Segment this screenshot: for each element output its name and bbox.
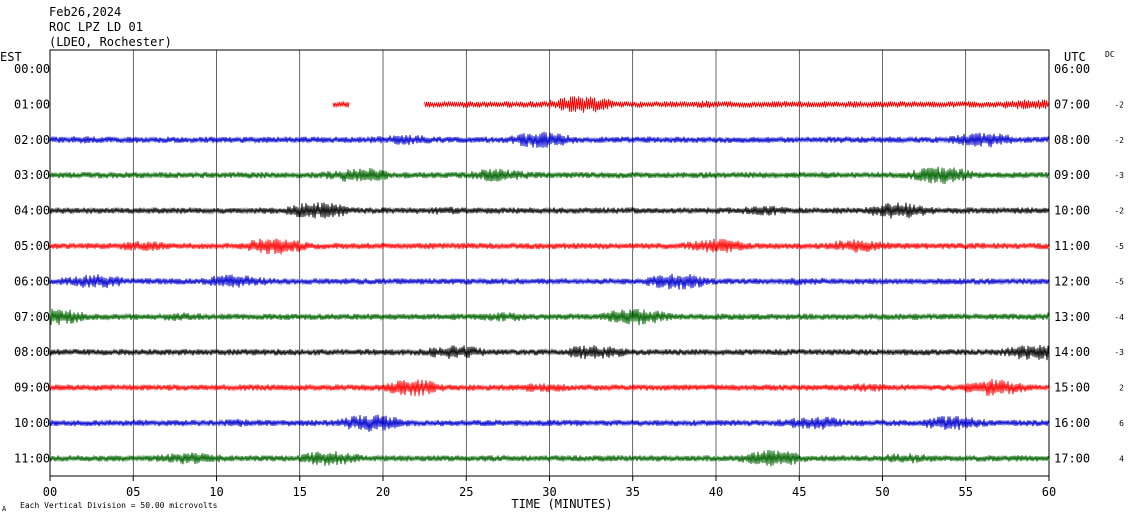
est-hour-label: 11:00 — [14, 451, 50, 465]
dc-offset-label: -2 — [1114, 100, 1124, 109]
date-label: Feb26,2024 — [49, 5, 121, 19]
utc-hour-label: 09:00 — [1054, 168, 1090, 182]
x-tick-label: 60 — [1042, 485, 1056, 499]
x-tick-label: 50 — [875, 485, 889, 499]
seismic-trace — [49, 131, 1050, 148]
utc-hour-label: 17:00 — [1054, 451, 1090, 465]
utc-hour-label: 06:00 — [1054, 62, 1090, 76]
x-tick-label: 25 — [459, 485, 473, 499]
dc-offset-label: 6 — [1119, 419, 1124, 428]
seismic-trace — [49, 273, 1050, 290]
x-tick-label: 30 — [542, 485, 556, 499]
utc-hour-label: 12:00 — [1054, 274, 1090, 288]
utc-hour-label: 15:00 — [1054, 381, 1090, 395]
est-hour-label: 09:00 — [14, 381, 50, 395]
seismic-trace — [49, 238, 1050, 255]
station-label: ROC LPZ LD 01 — [49, 20, 143, 34]
seismic-trace — [49, 344, 1050, 361]
est-hour-label: 02:00 — [14, 133, 50, 147]
dc-offset-label: -4 — [1114, 313, 1124, 322]
est-hour-label: 05:00 — [14, 239, 50, 253]
dc-offset-label: 2 — [1119, 384, 1124, 393]
est-zone-label: EST — [0, 50, 22, 64]
seismic-trace — [49, 414, 1050, 432]
utc-hour-label: 16:00 — [1054, 416, 1090, 430]
utc-hour-label: 10:00 — [1054, 204, 1090, 218]
traces-group — [49, 96, 1050, 467]
x-tick-label: 05 — [126, 485, 140, 499]
est-hour-label: 07:00 — [14, 310, 50, 324]
dc-offset-label: 4 — [1119, 454, 1124, 463]
utc-hour-label: 11:00 — [1054, 239, 1090, 253]
seismic-trace — [49, 166, 1050, 185]
utc-hour-label: 14:00 — [1054, 345, 1090, 359]
x-ticks-group: 00 05 10 15 20 25 30 35 40 45 50 55 60 — [43, 476, 1056, 499]
utc-zone-label: UTC — [1064, 50, 1086, 64]
est-hour-label: 00:00 — [14, 62, 50, 76]
utc-hour-label: 13:00 — [1054, 310, 1090, 324]
est-hour-label: 08:00 — [14, 345, 50, 359]
seismic-trace — [49, 202, 1050, 219]
dc-offset-label: -3 — [1114, 171, 1124, 180]
seismic-trace — [424, 96, 1050, 113]
seismic-trace — [332, 100, 350, 109]
x-tick-label: 40 — [709, 485, 723, 499]
est-hour-label: 03:00 — [14, 168, 50, 182]
seismic-trace — [49, 450, 1050, 467]
dc-header-label: DC — [1105, 50, 1115, 59]
row-labels-group: 00:00 06:00 01:00 07:00 -2 02:00 08:00 -2 03:00 0… — [14, 62, 1124, 465]
minute-gridlines — [132, 50, 967, 476]
x-tick-label: 35 — [626, 485, 640, 499]
dc-offset-label: -3 — [1114, 348, 1124, 357]
seismic-trace — [49, 308, 1050, 326]
network-label: (LDEO, Rochester) — [49, 35, 172, 49]
scale-note: Each Vertical Division = 50.00 microvolt… — [20, 501, 218, 510]
x-tick-label: 15 — [293, 485, 307, 499]
x-tick-label: 45 — [792, 485, 806, 499]
utc-hour-label: 07:00 — [1054, 97, 1090, 111]
x-tick-label: 20 — [376, 485, 390, 499]
est-hour-label: 01:00 — [14, 97, 50, 111]
dc-offset-label: -2 — [1114, 207, 1124, 216]
x-axis-title: TIME (MINUTES) — [511, 497, 612, 511]
est-hour-label: 06:00 — [14, 274, 50, 288]
seismic-trace — [49, 378, 1050, 397]
x-tick-label: 55 — [959, 485, 973, 499]
est-hour-label: 04:00 — [14, 204, 50, 218]
corner-mark: A — [2, 505, 7, 513]
dc-offset-label: -5 — [1114, 277, 1124, 286]
est-hour-label: 10:00 — [14, 416, 50, 430]
dc-offset-label: -5 — [1114, 242, 1124, 251]
x-tick-label: 10 — [209, 485, 223, 499]
dc-offset-label: -2 — [1114, 136, 1124, 145]
x-tick-label: 00 — [43, 485, 57, 499]
utc-hour-label: 08:00 — [1054, 133, 1090, 147]
